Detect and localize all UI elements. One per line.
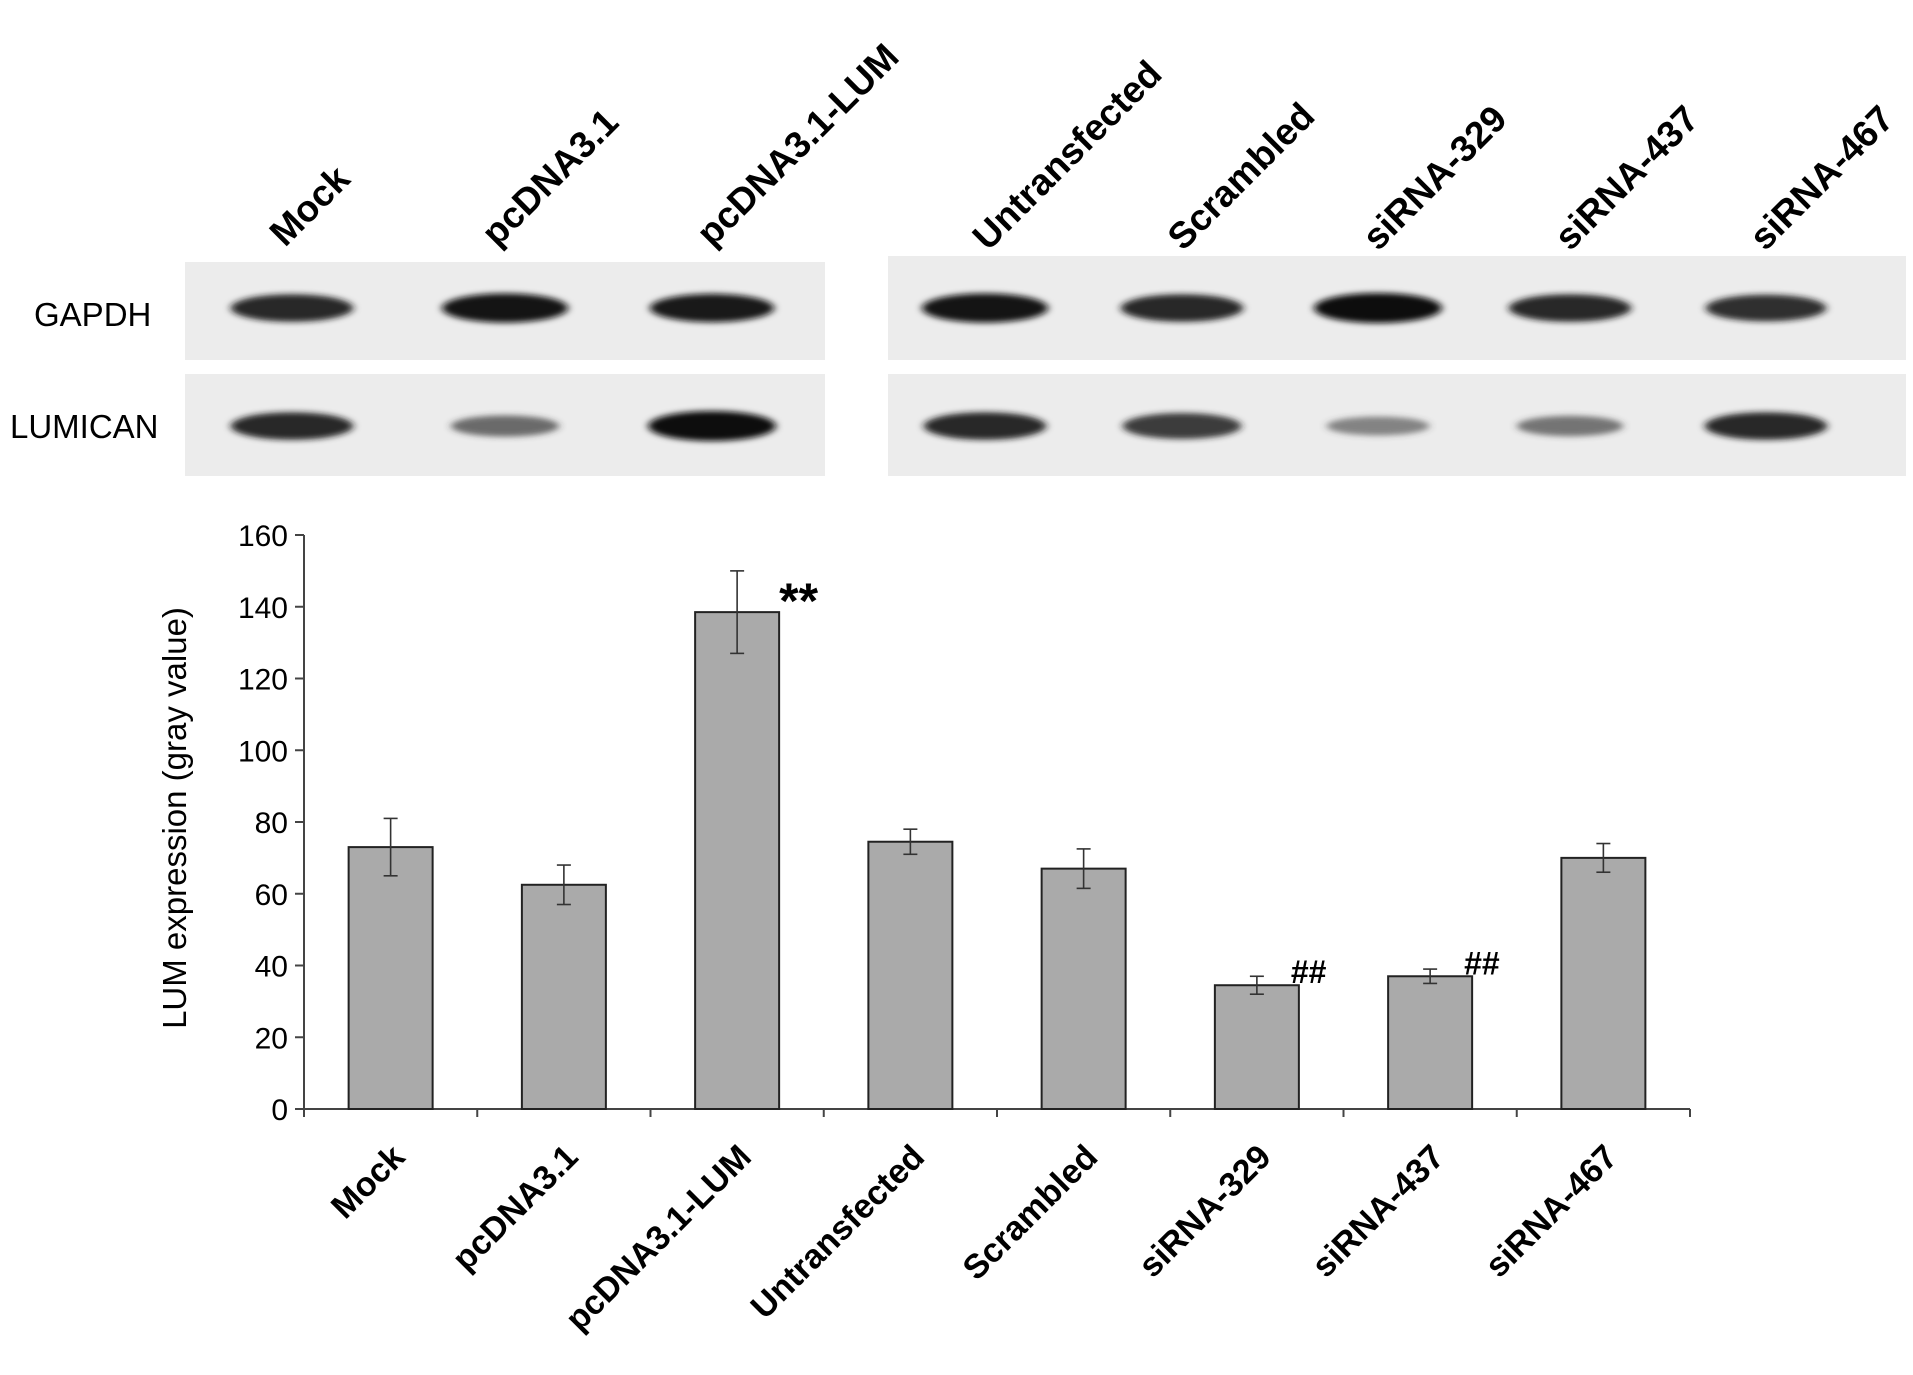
x-ticks [303, 1109, 1691, 1117]
bar-sirna-437 [1387, 975, 1474, 1111]
row-label-gapdh: GAPDH [34, 296, 151, 333]
category-label: siRNA-329 [1131, 1138, 1278, 1285]
row-label-lumican: LUMICAN [10, 408, 159, 445]
bar-sirna-329 [1213, 984, 1300, 1111]
band-gapdh-0 [230, 294, 354, 322]
category-label: siRNA-437 [1305, 1138, 1452, 1285]
y-tick-label: 140 [238, 592, 288, 625]
significance-label: ## [1464, 945, 1500, 981]
y-tick-label: 0 [271, 1094, 288, 1127]
y-tick-label: 100 [238, 735, 288, 768]
y-tick-label: 120 [238, 664, 288, 697]
band-lumican-5 [1326, 416, 1430, 436]
lane-label-sirna-467: siRNA-467 [1742, 98, 1902, 258]
lane-labels: Mock pcDNA3.1 pcDNA3.1-LUM Untransfected… [262, 36, 1902, 258]
bar-pcdna3-1-lum [694, 611, 781, 1110]
band-lumican-1 [450, 415, 560, 437]
significance-label: ** [779, 573, 818, 629]
band-lumican-2 [648, 411, 776, 441]
band-gapdh-1 [441, 293, 569, 323]
lane-label-scrambled: Scrambled [1160, 95, 1323, 258]
band-gapdh-5 [1314, 293, 1442, 323]
lane-label-sirna-329: siRNA-329 [1355, 98, 1515, 258]
bar-scrambled [1040, 867, 1127, 1111]
lane-label-pcdna31-lum: pcDNA3.1-LUM [689, 36, 907, 254]
band-gapdh-6 [1508, 294, 1632, 322]
lane-label-untransfected: Untransfected [965, 53, 1170, 258]
bar-sirna-467 [1560, 856, 1647, 1110]
category-label: Mock [324, 1138, 412, 1226]
y-axis-label: LUM expression (gray value) [156, 607, 193, 1029]
significance-annotations: ** ## ## [779, 573, 1500, 990]
lane-label-mock: Mock [262, 157, 358, 253]
bar-chart: LUM expression (gray value) 0 20 40 60 80 100… [156, 520, 1691, 1339]
band-gapdh-7 [1705, 294, 1827, 322]
y-tick-label: 160 [238, 520, 288, 553]
blot-bands [230, 293, 1828, 441]
bar-mock [347, 846, 434, 1110]
band-lumican-3 [923, 412, 1047, 440]
y-ticks: 0 20 40 60 80 100 120 140 160 [238, 520, 304, 1127]
band-lumican-0 [230, 412, 354, 440]
category-label: Untransfected [744, 1138, 933, 1327]
category-label: pcDNA3.1-LUM [558, 1138, 759, 1339]
bar-pcdna3-1 [520, 883, 607, 1110]
y-tick-label: 60 [255, 879, 288, 912]
lane-label-pcdna31: pcDNA3.1 [474, 101, 627, 254]
band-lumican-7 [1704, 412, 1828, 440]
y-tick-label: 80 [255, 807, 288, 840]
y-tick-label: 40 [255, 951, 288, 984]
error-bars [383, 570, 1611, 996]
band-gapdh-4 [1120, 294, 1244, 322]
band-lumican-4 [1122, 413, 1242, 439]
band-gapdh-3 [921, 293, 1049, 323]
significance-label: ## [1291, 954, 1327, 990]
category-label: Scrambled [955, 1138, 1105, 1288]
category-label: pcDNA3.1 [445, 1138, 585, 1278]
band-gapdh-2 [649, 293, 775, 323]
band-lumican-6 [1516, 415, 1624, 437]
bars [347, 611, 1647, 1111]
bar-untransfected [867, 840, 954, 1110]
western-blot: GAPDH LUMICAN Mock pcDNA3.1 pcDNA3.1-LUM… [10, 36, 1906, 476]
y-tick-label: 20 [255, 1022, 288, 1055]
lane-label-sirna-437: siRNA-437 [1547, 98, 1707, 258]
category-label: siRNA-467 [1478, 1138, 1625, 1285]
